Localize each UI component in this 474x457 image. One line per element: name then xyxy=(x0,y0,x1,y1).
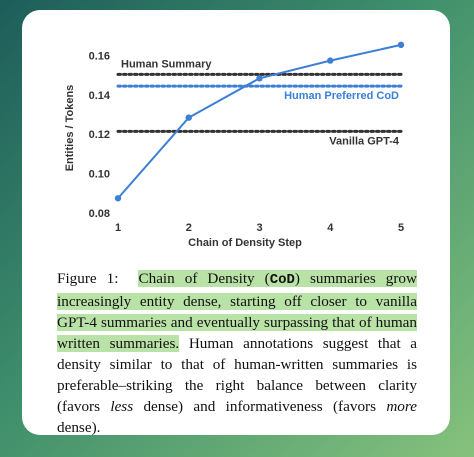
x-tick-label: 3 xyxy=(256,222,262,234)
highlight-text: ) summaries grow increasingly entity den… xyxy=(57,270,417,352)
y-tick-label: 0.12 xyxy=(89,129,110,141)
x-tick-label: 1 xyxy=(115,222,121,234)
card xyxy=(22,10,450,435)
x-tick-label: 5 xyxy=(398,222,404,234)
y-tick-label: 0.14 xyxy=(89,90,111,102)
y-tick-label: 0.08 xyxy=(89,208,110,220)
data-point xyxy=(327,57,334,64)
x-tick-label: 4 xyxy=(327,222,334,234)
reference-label: Human Preferred CoD xyxy=(284,90,399,102)
caption: Figure 1: Chain of Density (CoD) summari… xyxy=(57,268,417,438)
code: CoD xyxy=(269,272,295,288)
reference-label: Human Summary xyxy=(121,58,212,70)
y-axis-label: Entities / Tokens xyxy=(64,85,76,172)
caption-text: dense). xyxy=(57,419,101,436)
y-tick-label: 0.16 xyxy=(89,51,110,63)
caption-text: dense) and informativeness (favors xyxy=(133,398,387,415)
x-axis-label: Chain of Density Step xyxy=(188,237,302,249)
data-point xyxy=(114,195,122,202)
highlight-text: Chain of Density ( xyxy=(138,270,270,287)
italic: less xyxy=(110,398,134,415)
y-tick-label: 0.10 xyxy=(89,169,110,181)
x-tick-label: 2 xyxy=(186,222,192,234)
caption-label: Figure 1: xyxy=(57,270,119,287)
data-point xyxy=(185,114,192,121)
caption-text: Human annotations suggest that a density… xyxy=(57,335,417,415)
chart: Chain of Density Step Entities / Tokens … xyxy=(64,41,405,249)
italic: more xyxy=(386,398,417,415)
data-point xyxy=(256,75,263,82)
reference-label: Vanilla GPT-4 xyxy=(329,135,400,147)
data-point xyxy=(397,41,405,49)
